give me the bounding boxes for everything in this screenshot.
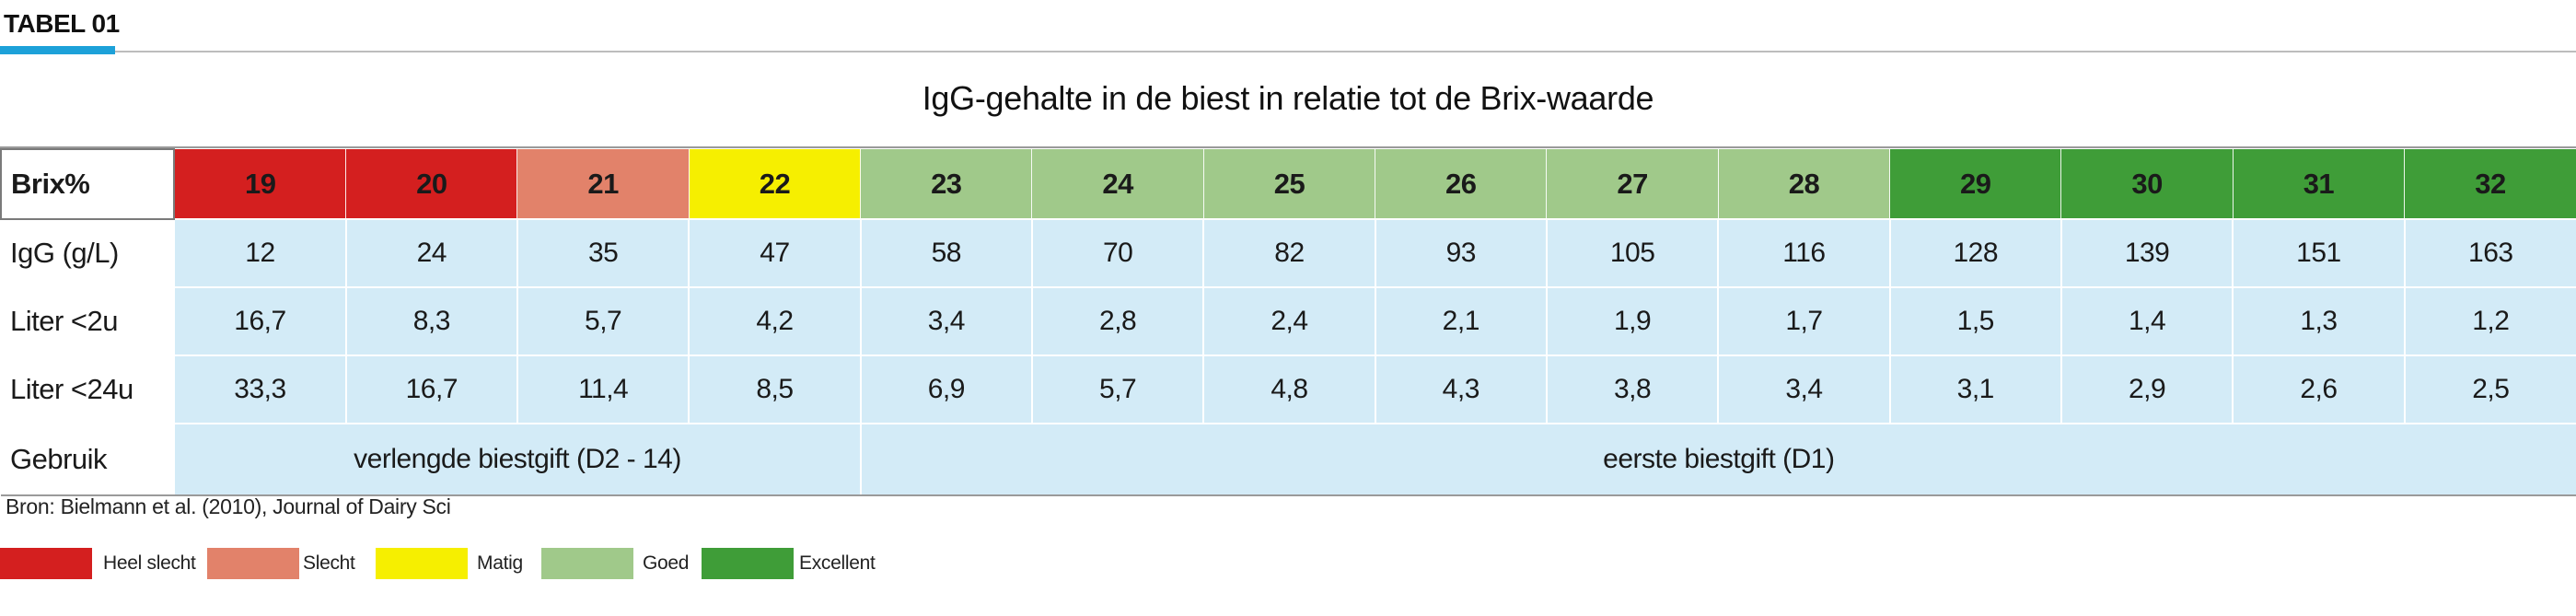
brix-cell: 28 bbox=[1717, 149, 1890, 219]
brix-cell: 19 bbox=[173, 149, 346, 219]
brix-cell: 32 bbox=[2404, 149, 2576, 219]
liter-2u-row: Liter <2u 16,7 8,3 5,7 4,2 3,4 2,8 2,4 2… bbox=[1, 286, 2576, 355]
igg-row: IgG (g/L) 12 24 35 47 58 70 82 93 105 11… bbox=[1, 218, 2576, 287]
igg-cell: 35 bbox=[516, 218, 690, 287]
table-title: IgG-gehalte in de biest in relatie tot d… bbox=[922, 79, 1654, 117]
legend-swatch bbox=[541, 548, 633, 579]
liter-2u-cell: 4,2 bbox=[688, 286, 861, 355]
liter-24u-row: Liter <24u 33,3 16,7 11,4 8,5 6,9 5,7 4,… bbox=[1, 354, 2576, 424]
igg-cell: 70 bbox=[1030, 218, 1204, 287]
liter-24u-cell: 6,9 bbox=[859, 354, 1032, 424]
brix-cell: 31 bbox=[2232, 149, 2405, 219]
legend-label: Excellent bbox=[799, 552, 876, 574]
liter-24u-cell: 3,1 bbox=[1888, 354, 2061, 424]
liter-24u-cell: 4,8 bbox=[1202, 354, 1375, 424]
usage-row: Gebruik verlengde biestgift (D2 - 14) ee… bbox=[1, 423, 2576, 496]
liter-24u-cell: 4,3 bbox=[1374, 354, 1547, 424]
title-divider bbox=[0, 146, 2576, 148]
liter-2u-cell: 5,7 bbox=[516, 286, 690, 355]
igg-cell: 82 bbox=[1202, 218, 1375, 287]
liter-24u-cell: 2,6 bbox=[2232, 354, 2405, 424]
igg-cell: 151 bbox=[2232, 218, 2405, 287]
liter-2u-cell: 2,4 bbox=[1202, 286, 1375, 355]
brix-cell: 26 bbox=[1375, 149, 1547, 219]
row-header-brix: Brix% bbox=[0, 148, 176, 220]
legend-swatch bbox=[376, 548, 468, 579]
legend-swatch bbox=[207, 548, 299, 579]
igg-cell: 139 bbox=[2060, 218, 2234, 287]
igg-cell: 116 bbox=[1717, 218, 1890, 287]
igg-cell: 12 bbox=[173, 218, 346, 287]
liter-24u-cell: 5,7 bbox=[1030, 354, 1204, 424]
brix-cell: 24 bbox=[1031, 149, 1204, 219]
liter-2u-cell: 16,7 bbox=[173, 286, 346, 355]
legend-label: Slecht bbox=[303, 552, 355, 574]
brix-cell: 20 bbox=[345, 149, 517, 219]
row-header-liter-2u: Liter <2u bbox=[1, 286, 175, 355]
liter-24u-cell: 2,9 bbox=[2060, 354, 2234, 424]
header-divider bbox=[0, 51, 2576, 52]
brix-cell: 22 bbox=[688, 149, 861, 219]
header-accent-bar bbox=[0, 46, 115, 54]
brix-cell: 27 bbox=[1546, 149, 1719, 219]
brix-cell: 30 bbox=[2060, 149, 2234, 219]
liter-2u-cell: 1,9 bbox=[1545, 286, 1719, 355]
liter-2u-cell: 3,4 bbox=[859, 286, 1032, 355]
brix-row: Brix% 19 20 21 22 23 24 25 26 27 28 29 3… bbox=[0, 148, 2576, 220]
legend-label: Goed bbox=[643, 552, 690, 574]
igg-cell: 93 bbox=[1374, 218, 1547, 287]
legend-label: Heel slecht bbox=[103, 552, 196, 574]
row-header-igg: IgG (g/L) bbox=[1, 218, 175, 287]
brix-cell: 29 bbox=[1889, 149, 2061, 219]
brix-cell: 25 bbox=[1202, 149, 1375, 219]
liter-2u-cell: 1,3 bbox=[2232, 286, 2405, 355]
igg-cell: 128 bbox=[1888, 218, 2061, 287]
igg-cell: 58 bbox=[859, 218, 1032, 287]
table-number-label: TABEL 01 bbox=[4, 9, 120, 38]
brix-cell: 23 bbox=[860, 149, 1032, 219]
liter-24u-cell: 2,5 bbox=[2403, 354, 2576, 424]
liter-2u-cell: 2,1 bbox=[1374, 286, 1547, 355]
row-header-liter-24u: Liter <24u bbox=[1, 354, 175, 424]
usage-extended-cell: verlengde biestgift (D2 - 14) bbox=[173, 423, 861, 496]
legend-swatch bbox=[702, 548, 794, 579]
usage-first-cell: eerste biestgift (D1) bbox=[859, 423, 2576, 496]
liter-2u-cell: 1,2 bbox=[2403, 286, 2576, 355]
liter-2u-cell: 2,8 bbox=[1030, 286, 1204, 355]
legend-swatch bbox=[0, 548, 92, 579]
source-citation: Bron: Bielmann et al. (2010), Journal of… bbox=[6, 494, 451, 518]
liter-24u-cell: 33,3 bbox=[173, 354, 346, 424]
liter-2u-cell: 1,4 bbox=[2060, 286, 2234, 355]
liter-24u-cell: 3,8 bbox=[1545, 354, 1719, 424]
liter-2u-cell: 1,7 bbox=[1717, 286, 1890, 355]
igg-cell: 163 bbox=[2403, 218, 2576, 287]
legend-label: Matig bbox=[477, 552, 523, 574]
brix-igg-table: Brix% 19 20 21 22 23 24 25 26 27 28 29 3… bbox=[0, 148, 2576, 496]
brix-cell: 21 bbox=[516, 149, 690, 219]
liter-2u-cell: 1,5 bbox=[1888, 286, 2061, 355]
liter-24u-cell: 11,4 bbox=[516, 354, 690, 424]
liter-24u-cell: 8,5 bbox=[688, 354, 861, 424]
liter-2u-cell: 8,3 bbox=[344, 286, 517, 355]
igg-cell: 24 bbox=[344, 218, 517, 287]
liter-24u-cell: 3,4 bbox=[1717, 354, 1890, 424]
igg-cell: 47 bbox=[688, 218, 861, 287]
igg-cell: 105 bbox=[1545, 218, 1719, 287]
liter-24u-cell: 16,7 bbox=[344, 354, 517, 424]
row-header-usage: Gebruik bbox=[1, 423, 175, 496]
